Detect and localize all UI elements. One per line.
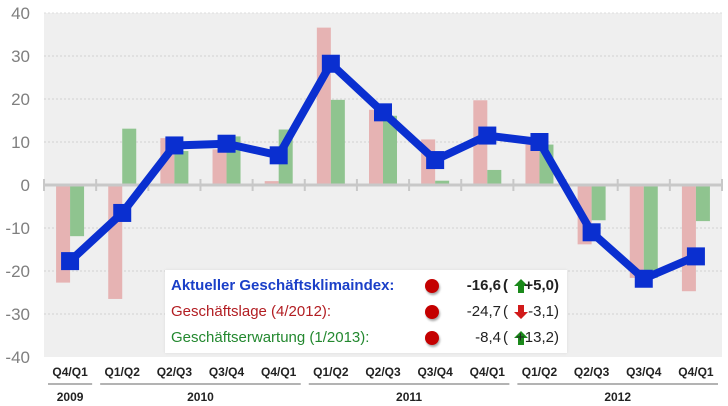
y-tick-label: -40	[5, 348, 30, 367]
square-marker-icon	[165, 136, 184, 155]
x-tick-label: Q3/Q4	[417, 365, 453, 379]
x-tick-label: Q4/Q1	[678, 365, 714, 379]
y-tick-label: -30	[5, 305, 30, 324]
square-marker-icon	[61, 252, 80, 271]
red-dot-icon	[425, 305, 439, 319]
legend-change: +13,2)	[516, 329, 559, 346]
x-tick-label: Q3/Q4	[626, 365, 662, 379]
y-tick-label: 30	[11, 47, 30, 66]
arrow-up-icon	[514, 279, 528, 293]
square-marker-icon	[269, 146, 288, 165]
bar-geschaeftserwartung	[122, 128, 137, 185]
bar-geschaeftserwartung	[330, 99, 345, 185]
bar-geschaeftslage	[264, 181, 279, 185]
year-label: 2010	[187, 390, 214, 404]
square-marker-icon	[113, 203, 132, 222]
y-tick-label: 40	[11, 4, 30, 23]
legend-paren: (	[503, 303, 508, 320]
square-marker-icon	[426, 151, 445, 170]
bar-geschaeftserwartung	[643, 185, 658, 278]
y-tick-label: -20	[5, 262, 30, 281]
legend-paren: (	[503, 277, 508, 294]
bar-geschaeftslage	[525, 144, 540, 185]
square-marker-icon	[686, 247, 705, 266]
x-axis: Q4/Q1 Q1/Q2 Q2/Q3 Q3/Q4 Q4/Q1 Q1/Q2 Q2/Q3 Q3/Q4…	[48, 365, 718, 404]
x-tick-label: Q2/Q3	[574, 365, 610, 379]
legend-label: Geschäftserwartung (1/2013):	[171, 329, 370, 346]
red-dot-icon	[425, 279, 439, 293]
bar-geschaeftserwartung	[435, 180, 450, 185]
y-tick-label: -10	[5, 219, 30, 238]
legend-value: -8,4	[475, 329, 501, 346]
x-tick-label: Q1/Q2	[522, 365, 558, 379]
x-tick-label: Q2/Q3	[365, 365, 401, 379]
legend-label: Geschäftslage (4/2012):	[171, 303, 332, 320]
y-tick-label: 20	[11, 90, 30, 109]
legend-change: -3,1)	[528, 303, 559, 320]
legend-row-geschaeftslage: Geschäftslage (4/2012): -24,7 ( -3,1)	[171, 300, 567, 324]
bar-geschaeftslage	[108, 185, 123, 299]
square-marker-icon	[582, 223, 601, 242]
square-marker-icon	[478, 126, 497, 145]
y-tick-label: 10	[11, 133, 30, 152]
square-marker-icon	[321, 54, 340, 73]
legend-row-geschaeftserwartung: Geschäftserwartung (1/2013): -8,4 ( +13,…	[171, 326, 567, 350]
year-label: 2012	[604, 390, 631, 404]
x-tick-label: Q1/Q2	[105, 365, 141, 379]
legend-change: +5,0)	[524, 277, 559, 294]
legend-box: Aktueller Geschäftsklimaindex: -16,6 ( +…	[165, 270, 567, 353]
bar-geschaeftserwartung	[70, 185, 85, 237]
bar-geschaeftserwartung	[383, 115, 397, 185]
legend-paren: (	[503, 329, 508, 346]
legend-label: Aktueller Geschäftsklimaindex:	[171, 277, 395, 294]
line-series-klimaindex	[61, 54, 705, 288]
bar-geschaeftslage	[681, 185, 696, 292]
red-dot-icon	[425, 331, 439, 345]
legend-value: -16,6	[466, 277, 501, 294]
bar-geschaeftserwartung	[695, 185, 710, 222]
arrow-up-icon	[514, 331, 528, 345]
bar-geschaeftserwartung	[487, 169, 502, 185]
bar-geschaeftserwartung	[174, 151, 189, 185]
gridlines	[44, 12, 722, 315]
x-tick-label: Q4/Q1	[52, 365, 88, 379]
bar-geschaeftslage	[369, 109, 383, 185]
bar-geschaeftslage	[316, 27, 331, 186]
x-tick-label: Q2/Q3	[157, 365, 193, 379]
square-marker-icon	[634, 269, 653, 288]
y-tick-label: 0	[21, 176, 30, 195]
legend-value: -24,7	[466, 303, 501, 320]
x-tick-label: Q4/Q1	[261, 365, 297, 379]
bar-geschaeftslage	[212, 149, 227, 185]
arrow-down-icon	[514, 305, 528, 319]
legend-row-klimaindex: Aktueller Geschäftsklimaindex: -16,6 ( +…	[171, 274, 567, 298]
zero-axis	[43, 179, 723, 191]
y-axis: 40 30 20 10 0 -10 -20 -30 -40	[5, 4, 30, 367]
x-tick-label: Q3/Q4	[209, 365, 245, 379]
bar-geschaeftserwartung	[591, 185, 606, 221]
x-tick-label: Q1/Q2	[313, 365, 349, 379]
year-label: 2011	[396, 390, 422, 404]
square-marker-icon	[530, 133, 549, 151]
square-marker-icon	[217, 134, 236, 153]
square-marker-icon	[374, 103, 392, 122]
year-label: 2009	[57, 390, 84, 404]
bar-geschaeftslage	[629, 185, 644, 278]
x-tick-label: Q4/Q1	[470, 365, 506, 379]
